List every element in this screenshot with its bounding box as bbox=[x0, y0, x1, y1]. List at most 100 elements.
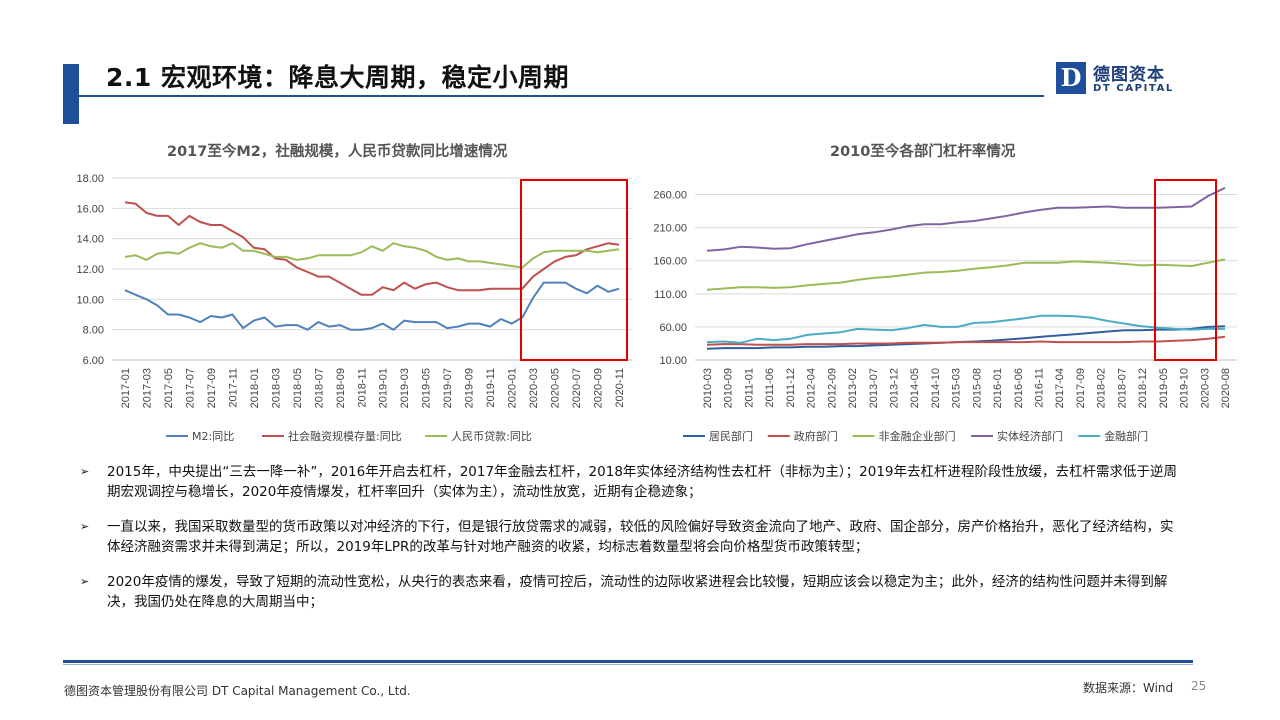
y-tick-label: 10.00 bbox=[76, 294, 104, 306]
bullet-item: ➢ 一直以来，我国采取数量型的货币政策以对冲经济的下行，但是银行放贷需求的减弱，… bbox=[80, 517, 1180, 557]
y-tick-label: 110.00 bbox=[654, 289, 687, 301]
legend-label-1: 社会融资规模存量:同比 bbox=[288, 429, 402, 443]
legend-label-4: 金融部门 bbox=[1104, 429, 1148, 443]
x-tick-label: 2019-11 bbox=[485, 368, 497, 408]
x-tick-label: 2020-05 bbox=[550, 368, 562, 408]
y-tick-label: 14.00 bbox=[76, 234, 104, 246]
y-tick-label: 60.00 bbox=[659, 322, 687, 334]
y-tick-label: 260.00 bbox=[653, 190, 687, 202]
x-tick-label: 2011-12 bbox=[785, 368, 797, 408]
x-tick-label: 2013-07 bbox=[868, 368, 880, 408]
arrow-bullet-icon: ➢ bbox=[80, 520, 90, 533]
x-tick-label: 2020-11 bbox=[614, 368, 626, 408]
y-tick-label: 16.00 bbox=[76, 203, 104, 215]
x-tick-label: 2020-08 bbox=[1220, 368, 1232, 408]
x-tick-label: 2014-10 bbox=[930, 368, 942, 408]
x-tick-label: 2016-01 bbox=[992, 368, 1004, 408]
x-tick-label: 2011-01 bbox=[743, 368, 755, 408]
legend-label-2: 非金融企业部门 bbox=[879, 429, 956, 443]
footer-rule-thin bbox=[63, 664, 1193, 665]
footer-source: 数据来源：Wind bbox=[1083, 681, 1174, 695]
y-tick-label: 6.00 bbox=[83, 355, 104, 367]
x-tick-label: 2017-11 bbox=[227, 368, 239, 408]
x-tick-label: 2019-10 bbox=[1179, 368, 1191, 408]
bullet-list: ➢ 2015年，中央提出“三去一降一补”，2016年开启去杠杆，2017年金融去… bbox=[80, 462, 1180, 627]
series-line-3 bbox=[706, 186, 1226, 252]
x-tick-label: 2015-03 bbox=[951, 368, 963, 408]
series-line-1 bbox=[706, 335, 1226, 346]
x-tick-label: 2016-11 bbox=[1034, 368, 1046, 408]
y-tick-label: 18.00 bbox=[76, 173, 104, 185]
x-tick-label: 2017-09 bbox=[1075, 368, 1087, 408]
chart1-m2-social-financing: 6.00 8.00 10.00 12.00 14.00 16.00 18.00 2017-01… bbox=[76, 173, 632, 443]
x-tick-label: 2010-09 bbox=[723, 368, 735, 408]
x-tick-label: 2017-05 bbox=[163, 368, 175, 408]
series-line-2 bbox=[706, 258, 1226, 291]
x-tick-label: 2017-09 bbox=[206, 368, 218, 408]
x-tick-label: 2018-07 bbox=[1116, 368, 1128, 408]
x-tick-label: 2018-03 bbox=[270, 368, 282, 408]
series-line-0 bbox=[124, 281, 620, 331]
y-tick-label: 210.00 bbox=[653, 223, 687, 235]
x-tick-label: 2013-12 bbox=[888, 368, 900, 408]
legend-label-3: 实体经济部门 bbox=[997, 429, 1063, 443]
y-tick-label: 10.00 bbox=[659, 355, 687, 367]
chart1-title: 2017至今M2，社融规模，人民币贷款同比增速情况 bbox=[167, 144, 508, 160]
x-tick-label: 2018-05 bbox=[292, 368, 304, 408]
x-tick-label: 2018-01 bbox=[249, 368, 261, 408]
arrow-bullet-icon: ➢ bbox=[80, 465, 90, 478]
x-tick-label: 2010-03 bbox=[702, 368, 714, 408]
logo-mark-icon: D bbox=[1056, 62, 1086, 94]
x-tick-label: 2020-09 bbox=[593, 368, 605, 408]
x-tick-label: 2012-04 bbox=[806, 368, 818, 408]
x-tick-label: 2018-07 bbox=[313, 368, 325, 408]
legend-label-0: 居民部门 bbox=[709, 429, 753, 443]
series-line-1 bbox=[124, 201, 620, 296]
x-tick-label: 2018-09 bbox=[335, 368, 347, 408]
company-logo: D 德图资本 DT CAPITAL bbox=[1056, 62, 1184, 96]
legend-label-0: M2:同比 bbox=[192, 430, 234, 443]
title-underline bbox=[79, 95, 1044, 97]
x-tick-label: 2018-12 bbox=[1137, 368, 1149, 408]
y-tick-label: 8.00 bbox=[83, 325, 104, 337]
bullet-item: ➢ 2015年，中央提出“三去一降一补”，2016年开启去杠杆，2017年金融去… bbox=[80, 462, 1180, 502]
legend-label-2: 人民币贷款:同比 bbox=[451, 429, 532, 443]
x-tick-label: 2020-03 bbox=[1199, 368, 1211, 408]
arrow-bullet-icon: ➢ bbox=[80, 575, 90, 588]
x-tick-label: 2017-04 bbox=[1054, 368, 1066, 408]
series-line-2 bbox=[124, 242, 620, 269]
chart2-title: 2010至今各部门杠杆率情况 bbox=[830, 144, 1016, 160]
bullet-text: 一直以来，我国采取数量型的货币政策以对冲经济的下行，但是银行放贷需求的减弱，较低… bbox=[107, 519, 1174, 555]
page-title: 2.1 宏观环境：降息大周期，稳定小周期 bbox=[106, 63, 569, 92]
x-tick-label: 2017-07 bbox=[184, 368, 196, 408]
x-tick-label: 2019-09 bbox=[464, 368, 476, 408]
x-tick-label: 2018-11 bbox=[356, 368, 368, 408]
x-tick-label: 2015-08 bbox=[971, 368, 983, 408]
logo-chinese-name: 德图资本 bbox=[1093, 65, 1165, 85]
bullet-text: 2015年，中央提出“三去一降一补”，2016年开启去杠杆，2017年金融去杠杆… bbox=[107, 464, 1178, 500]
x-tick-label: 2012-09 bbox=[826, 368, 838, 408]
logo-english-name: DT CAPITAL bbox=[1093, 83, 1174, 94]
x-tick-label: 2011-06 bbox=[764, 368, 776, 408]
x-tick-label: 2017-01 bbox=[120, 368, 132, 408]
x-tick-label: 2020-07 bbox=[571, 368, 583, 408]
y-tick-label: 160.00 bbox=[653, 256, 687, 268]
series-line-4 bbox=[706, 314, 1225, 344]
x-tick-label: 2020-03 bbox=[528, 368, 540, 408]
x-tick-label: 2016-06 bbox=[1013, 368, 1025, 408]
y-tick-label: 12.00 bbox=[76, 264, 104, 276]
highlight-box bbox=[1154, 179, 1217, 361]
x-tick-label: 2013-02 bbox=[847, 368, 859, 408]
x-tick-label: 2018-02 bbox=[1096, 368, 1108, 408]
x-tick-label: 2014-05 bbox=[909, 368, 921, 408]
bullet-item: ➢ 2020年疫情的爆发，导致了短期的流动性宽松，从央行的表态来看，疫情可控后，… bbox=[80, 572, 1180, 612]
x-tick-label: 2019-01 bbox=[378, 368, 390, 408]
x-tick-label: 2019-07 bbox=[442, 368, 454, 408]
footer-rule bbox=[63, 660, 1193, 663]
x-tick-label: 2019-05 bbox=[1158, 368, 1170, 408]
page-number: 25 bbox=[1191, 679, 1207, 693]
x-tick-label: 2019-05 bbox=[421, 368, 433, 408]
title-accent-bar bbox=[63, 64, 79, 124]
chart2-leverage-ratios: 10.00 60.00 110.00 160.00 210.00 260.00 2010-0… bbox=[653, 179, 1237, 443]
highlight-box bbox=[520, 179, 628, 361]
